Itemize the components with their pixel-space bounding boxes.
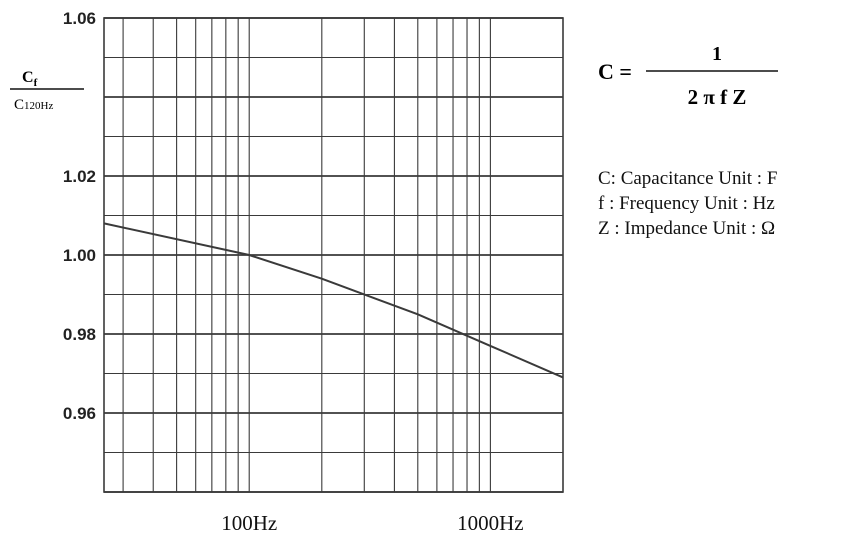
- grid: [103, 17, 564, 493]
- y-tick-label: 0.96: [63, 404, 96, 423]
- legend-capacitance: C: Capacitance Unit : F: [598, 168, 778, 189]
- x-tick-label: 100Hz: [221, 511, 277, 535]
- x-tick-labels: 100Hz 1000Hz: [221, 511, 523, 535]
- series-line: [103, 222, 564, 379]
- formula-denominator: 2 π f Z: [688, 85, 747, 109]
- series-group: [103, 222, 564, 379]
- y-tick-labels: 1.06 1.02 1.00 0.98 0.96: [63, 9, 96, 423]
- y-tick-label: 1.06: [63, 9, 96, 28]
- plot-frame: [103, 17, 564, 493]
- y-label-denominator: C120Hz: [14, 97, 53, 113]
- y-tick-label: 0.98: [63, 325, 96, 344]
- legend-frequency: f : Frequency Unit : Hz: [598, 193, 775, 214]
- capacitance-formula: C = 1 2 π f Z: [598, 43, 778, 109]
- x-tick-label: 1000Hz: [457, 511, 524, 535]
- formula-lhs: C =: [598, 59, 632, 84]
- capacitance-ratio-chart: 1.06 1.02 1.00 0.98 0.96 100Hz 1000Hz Cf C120…: [10, 9, 564, 535]
- y-tick-label: 1.00: [63, 246, 96, 265]
- y-label-numerator: Cf: [22, 69, 38, 89]
- unit-legend: C: Capacitance Unit : F f : Frequency Un…: [598, 166, 777, 241]
- y-tick-label: 1.02: [63, 167, 96, 186]
- legend-impedance: Z : Impedance Unit : Ω: [598, 218, 776, 239]
- y-axis-label: Cf C120Hz: [10, 69, 84, 113]
- formula-numerator: 1: [712, 43, 722, 65]
